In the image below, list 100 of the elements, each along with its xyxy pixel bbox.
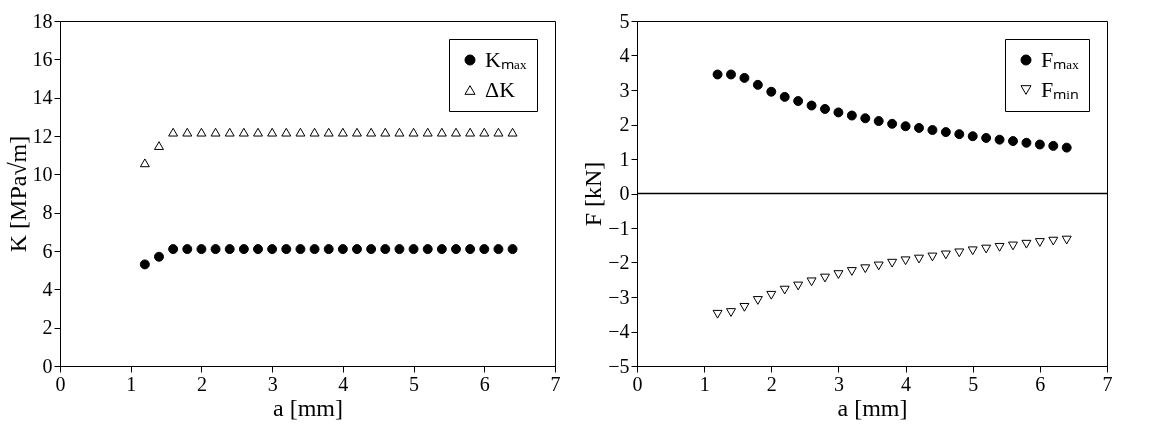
x-tick-label: 2 [766,372,777,395]
point [954,248,965,258]
x-axis-title: a [mm] [273,394,343,421]
point [210,244,221,255]
point [451,244,461,255]
y-tick-label: 0 [619,182,630,204]
point [366,127,377,137]
point [806,277,817,287]
point [436,127,447,137]
x-axis-title: a [mm] [837,394,908,421]
point [422,127,433,137]
point [352,127,362,137]
point [493,127,504,137]
point [752,79,763,90]
point [833,107,844,118]
point [940,250,951,260]
point [267,244,278,255]
point [739,72,750,83]
point [927,252,938,262]
point [887,118,898,129]
point [337,244,348,255]
point [833,270,844,279]
point [408,244,419,255]
x-tick-label: 2 [196,372,207,395]
x-tick-label: 7 [550,372,561,395]
point [380,244,391,255]
y-tick-label: 1 [619,147,630,170]
point [940,127,951,138]
x-tick-label: 6 [1035,372,1046,395]
point [224,127,235,137]
point [309,127,320,137]
y-tick-label: 3 [619,78,630,101]
point [994,134,1005,145]
legend-label: ΔK [485,77,516,102]
point [846,267,857,276]
point [927,125,938,135]
y-tick-label: 4 [42,277,53,300]
point [1061,235,1072,245]
y-tick-label: 6 [42,239,53,262]
point [914,254,924,264]
point [1021,137,1032,148]
point [253,244,263,255]
point [295,127,306,137]
y-axis-title: K [MPa√m] [4,135,31,253]
point [182,127,193,137]
y-tick-label: 16 [32,47,53,70]
point [887,258,898,268]
point [507,127,518,137]
point [1034,238,1045,247]
point [1034,139,1045,150]
point [739,302,750,312]
point [793,96,804,106]
point [154,141,164,150]
y-tick-label: 12 [32,124,53,147]
x-tick-label: 5 [968,372,979,395]
x-tick-label: 3 [833,372,844,395]
point [479,244,490,255]
point [493,244,504,255]
point [451,127,461,137]
y-tick-label: 8 [42,201,53,224]
x-tick-label: 6 [479,372,490,395]
y-tick-label: 0 [42,354,53,377]
x-tick-label: 5 [409,372,420,395]
point [967,131,978,142]
point [981,244,992,254]
point [1048,236,1059,246]
point [366,244,377,255]
point [168,244,179,255]
point [712,69,723,80]
point [154,251,164,262]
point [295,244,306,255]
point [196,127,207,137]
point [394,244,405,255]
point [846,110,857,121]
point [139,259,150,270]
point [408,127,419,137]
point [860,113,871,124]
y-tick-label: −1 [608,216,630,239]
point [860,264,871,274]
point [914,122,924,133]
x-tick-label: 4 [338,372,349,395]
point [238,244,249,255]
point [281,127,292,137]
point [182,244,193,255]
point [422,244,433,255]
x-tick-label: 4 [901,372,912,395]
point [323,244,334,255]
y-tick-label: −4 [608,320,630,342]
point [507,244,518,255]
y-tick-label: 2 [42,316,53,339]
point [820,104,830,114]
point [465,127,476,137]
point [1008,241,1018,251]
x-tick-label: 3 [267,372,278,395]
point [394,127,405,137]
point [465,244,476,255]
y-axis-title: F [kN] [580,161,607,227]
point [1061,142,1072,153]
legend-label: Fₘᵢₙ [1041,77,1079,102]
point [168,127,179,137]
